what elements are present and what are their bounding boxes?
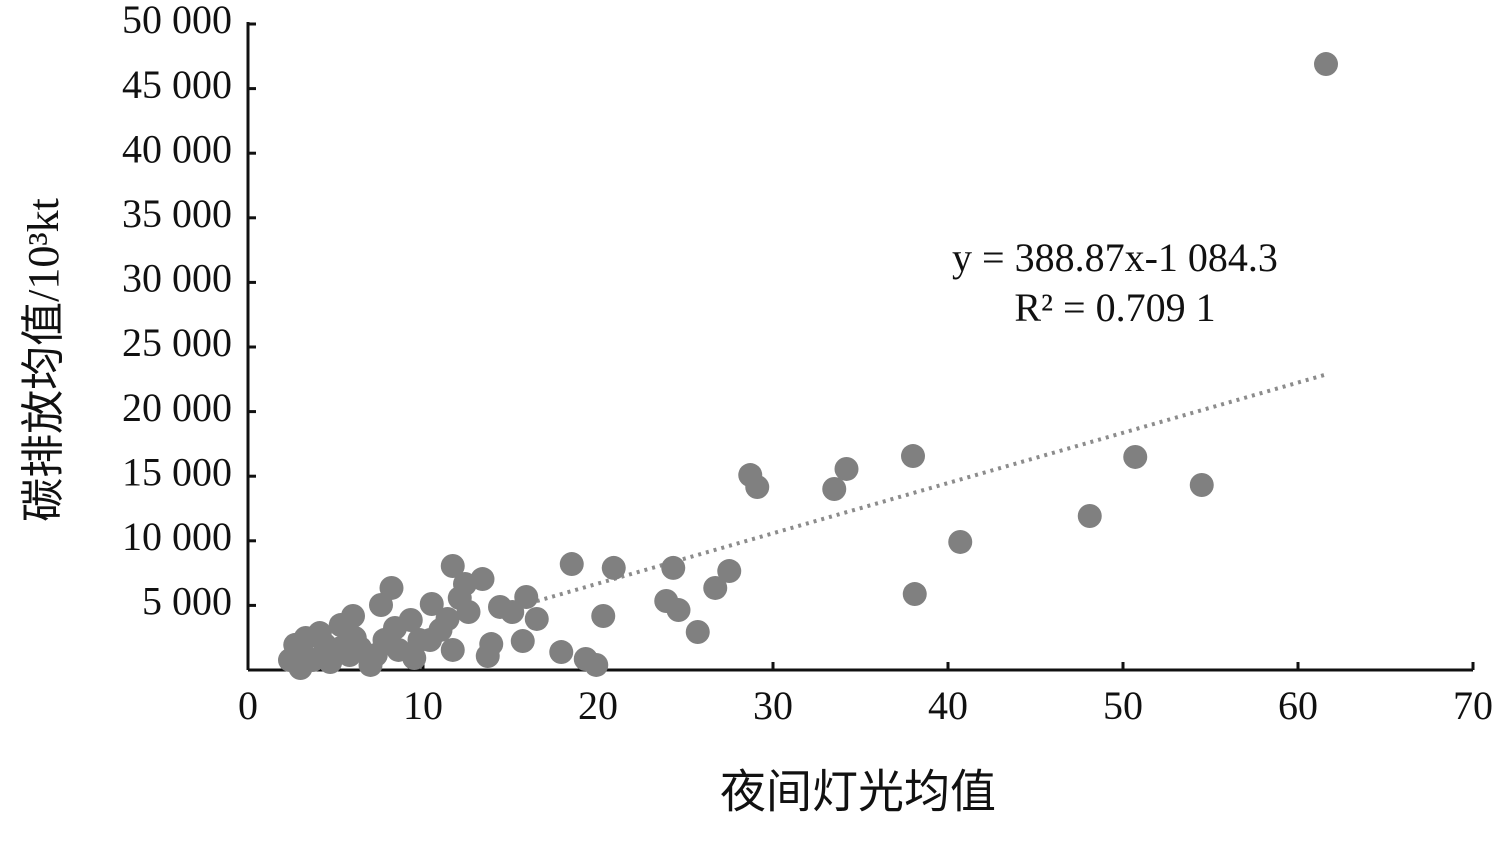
point bbox=[661, 555, 686, 580]
y-tick-label: 50 000 bbox=[122, 0, 232, 42]
point bbox=[1314, 52, 1338, 77]
x-tick-label: 50 bbox=[1103, 683, 1143, 728]
point bbox=[278, 648, 302, 673]
point bbox=[901, 444, 925, 469]
point bbox=[601, 555, 626, 580]
point bbox=[584, 652, 609, 677]
y-tick-label: 25 000 bbox=[122, 320, 232, 365]
point bbox=[703, 575, 728, 600]
x-axis-title: 夜间灯光均值 bbox=[720, 767, 996, 818]
point bbox=[363, 643, 388, 668]
point bbox=[1123, 444, 1148, 469]
point bbox=[1077, 503, 1102, 528]
point bbox=[440, 553, 465, 578]
point bbox=[383, 616, 407, 641]
point bbox=[685, 620, 710, 645]
x-tick-label: 10 bbox=[403, 683, 443, 728]
y-tick-label: 35 000 bbox=[122, 191, 232, 236]
y-tick-label: 5 000 bbox=[142, 579, 232, 624]
point bbox=[447, 586, 472, 611]
trend-r2: R² = 0.709 1 bbox=[1014, 285, 1215, 330]
y-tick-label: 10 000 bbox=[122, 514, 232, 559]
point bbox=[524, 606, 549, 631]
x-tick-label: 70 bbox=[1453, 683, 1493, 728]
point bbox=[822, 476, 847, 501]
point bbox=[591, 603, 616, 628]
trend-equation: y = 388.87x-1 084.3 bbox=[952, 235, 1278, 280]
point bbox=[514, 585, 539, 610]
point bbox=[500, 599, 525, 624]
point bbox=[369, 593, 393, 618]
x-tick-label: 40 bbox=[928, 683, 968, 728]
point bbox=[745, 475, 770, 500]
point bbox=[419, 591, 444, 616]
point bbox=[902, 582, 927, 607]
x-tick-label: 60 bbox=[1278, 683, 1318, 728]
y-tick-label: 45 000 bbox=[122, 62, 232, 107]
point bbox=[717, 559, 742, 584]
point bbox=[549, 640, 574, 665]
point bbox=[428, 617, 453, 642]
y-tick-label: 20 000 bbox=[122, 385, 232, 430]
point bbox=[834, 456, 859, 481]
y-axis-title: 碳排放均值/10³kt bbox=[19, 198, 68, 522]
x-tick-label: 0 bbox=[238, 683, 258, 728]
x-tick-label: 30 bbox=[753, 683, 793, 728]
point bbox=[559, 552, 584, 577]
point bbox=[475, 644, 500, 669]
point bbox=[948, 529, 973, 554]
x-tick-label: 20 bbox=[578, 683, 618, 728]
point bbox=[666, 598, 691, 623]
point bbox=[1189, 472, 1214, 497]
point bbox=[313, 632, 337, 657]
point bbox=[510, 629, 535, 654]
y-tick-label: 30 000 bbox=[122, 256, 232, 301]
y-tick-label: 15 000 bbox=[122, 449, 232, 494]
point bbox=[402, 645, 427, 670]
point bbox=[440, 637, 465, 662]
y-tick-label: 40 000 bbox=[122, 126, 232, 171]
